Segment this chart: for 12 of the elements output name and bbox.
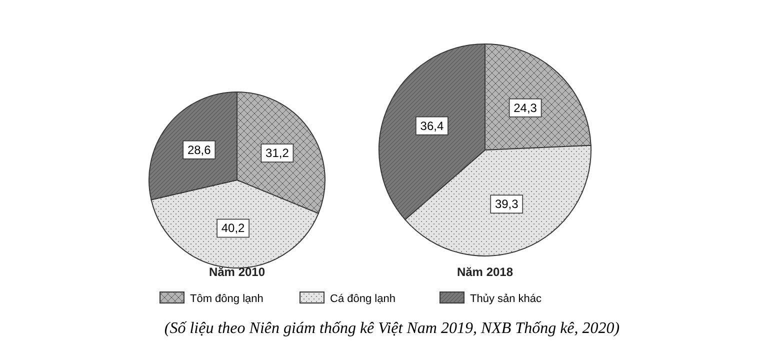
data-label: 31,2 [266,146,290,160]
data-label: 24,3 [514,100,538,115]
data-label: 36,4 [420,118,444,133]
data-label: 28,6 [187,142,212,157]
text: Năm 2010 [208,265,266,279]
legend-label: Cá đông lạnh [330,293,396,305]
text: Năm 2018 [456,265,514,279]
text: (Số liệu theo Niên giám thống kê Việt Nam 2019, NXB Thống kê, 2020) [164,320,620,337]
legend-label: Thủy sản khác [470,293,542,305]
data-label: 40,2 [221,221,246,236]
legend-label: Tôm đông lạnh [190,293,264,305]
data-label: 39,3 [494,197,519,212]
